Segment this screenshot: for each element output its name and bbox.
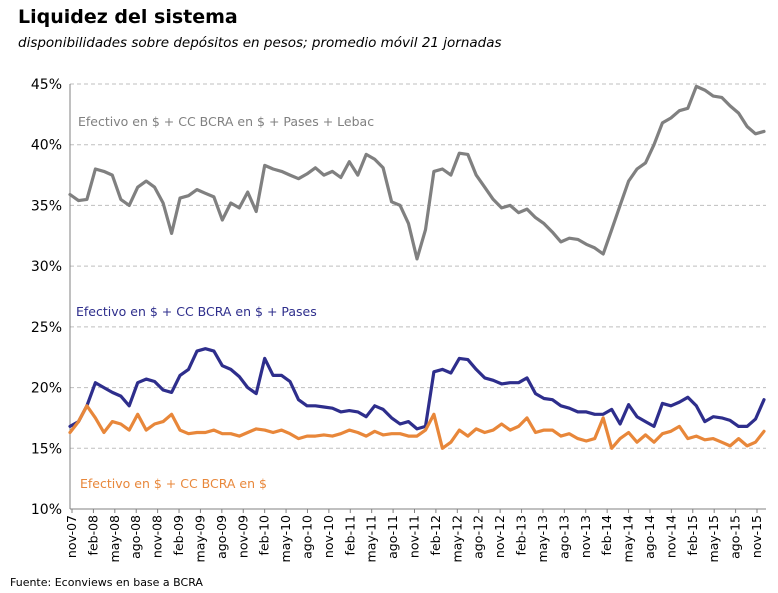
x-tick-label: ago-11 xyxy=(385,515,400,559)
x-tick-label: feb-08 xyxy=(85,515,100,555)
series-labels: Efectivo en $ + CC BCRA en $ + Pases + L… xyxy=(76,114,374,491)
x-tick-label: feb-10 xyxy=(257,515,272,555)
x-tick-label: nov-08 xyxy=(150,515,165,558)
series-line-3 xyxy=(68,404,766,450)
y-tick-label: 20% xyxy=(31,381,62,397)
x-tick-label: nov-09 xyxy=(235,515,250,558)
y-axis-tick-labels: 10% 15% 20% 25% 30% 35% 40% 45% xyxy=(31,77,62,518)
y-tick-label: 15% xyxy=(31,441,62,457)
series-line-1 xyxy=(68,84,766,261)
series-label-2: Efectivo en $ + CC BCRA en $ + Pases xyxy=(76,304,317,319)
x-tick-label: feb-12 xyxy=(428,515,443,555)
series-line-2 xyxy=(68,347,766,431)
x-tick-label: may-13 xyxy=(535,515,550,562)
series-label-3: Efectivo en $ + CC BCRA en $ xyxy=(80,476,267,491)
x-tick-label: feb-14 xyxy=(599,515,614,555)
axes xyxy=(69,84,766,510)
x-tick-label: nov-11 xyxy=(407,515,422,558)
x-tick-label: may-14 xyxy=(621,515,636,562)
x-tick-label: ago-13 xyxy=(556,515,571,559)
y-tick-label: 45% xyxy=(31,77,62,93)
x-tick-label: ago-15 xyxy=(728,515,743,559)
y-tick-label: 35% xyxy=(31,198,62,214)
x-tick-label: ago-12 xyxy=(471,515,486,559)
x-tick-label: nov-12 xyxy=(492,515,507,558)
x-tick-label: nov-13 xyxy=(578,515,593,558)
series-label-1: Efectivo en $ + CC BCRA en $ + Pases + L… xyxy=(78,114,374,129)
x-tick-label: nov-10 xyxy=(321,515,336,558)
x-tick-label: may-11 xyxy=(364,515,379,562)
y-tick-label: 10% xyxy=(31,502,62,518)
x-tick-label: may-08 xyxy=(107,515,122,562)
source-note: Fuente: Econviews en base a BCRA xyxy=(10,576,203,589)
y-tick-label: 30% xyxy=(31,259,62,275)
x-tick-label: feb-09 xyxy=(171,515,186,555)
x-tick-label: may-12 xyxy=(449,515,464,562)
x-tick-label: nov-15 xyxy=(749,515,764,558)
x-tick-label: ago-10 xyxy=(299,515,314,559)
x-tick-label: may-09 xyxy=(192,515,207,562)
x-tick-label: feb-11 xyxy=(342,515,357,555)
x-tick-label: may-10 xyxy=(278,515,293,562)
grid-lines xyxy=(70,83,766,449)
x-tick-label: ago-14 xyxy=(642,515,657,559)
x-tick-label: may-15 xyxy=(706,515,721,562)
x-tick-label: ago-09 xyxy=(214,515,229,559)
chart-subtitle: disponibilidades sobre depósitos en peso… xyxy=(18,35,502,51)
x-axis-tick-labels: nov-07 feb-08 may-08 ago-08 nov-08 feb-09 may-… xyxy=(64,515,764,562)
y-tick-label: 25% xyxy=(31,320,62,336)
series-lines xyxy=(68,84,766,450)
y-tick-label: 40% xyxy=(31,138,62,154)
x-tick-label: nov-07 xyxy=(64,515,79,558)
x-tick-label: feb-13 xyxy=(514,515,529,555)
x-axis-tick-marks xyxy=(71,509,758,513)
x-tick-label: ago-08 xyxy=(128,515,143,559)
x-tick-label: nov-14 xyxy=(663,515,678,558)
chart-title: Liquidez del sistema xyxy=(18,6,238,28)
x-tick-label: feb-15 xyxy=(685,515,700,555)
